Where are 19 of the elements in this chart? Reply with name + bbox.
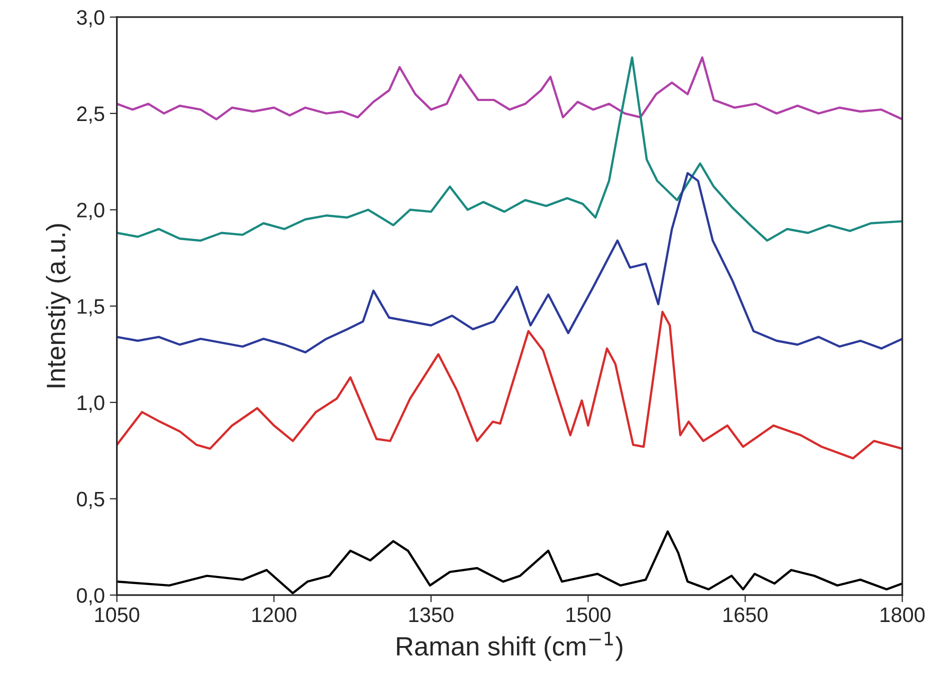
x-tick-label: 1200 — [252, 607, 296, 622]
y-tick-label: 1,5 — [78, 299, 104, 316]
line-series — [116, 172, 902, 354]
x-axis-title: Raman shift (cm$^{−1}$) — [397, 632, 622, 661]
line-series — [116, 56, 902, 242]
x-tick-label: 1800 — [880, 607, 925, 622]
x-tick-label: 1350 — [409, 607, 454, 622]
x-tick-label: 1650 — [724, 607, 768, 622]
y-tick-label: 0,5 — [76, 492, 104, 509]
y-tick-label: 0,0 — [76, 588, 104, 606]
line-series — [116, 310, 902, 460]
y-axis-title: Intenstiy (a.u.) — [46, 224, 71, 388]
y-tick-label: 2,0 — [77, 202, 104, 220]
x-tick-label: 1500 — [566, 607, 610, 622]
y-tick-label: 3,0 — [76, 10, 104, 28]
y-tick-label: 1,0 — [78, 395, 104, 413]
line-series — [116, 56, 902, 120]
x-tick-label: 1050 — [95, 607, 140, 622]
y-tick-label: 2,5 — [77, 106, 104, 124]
